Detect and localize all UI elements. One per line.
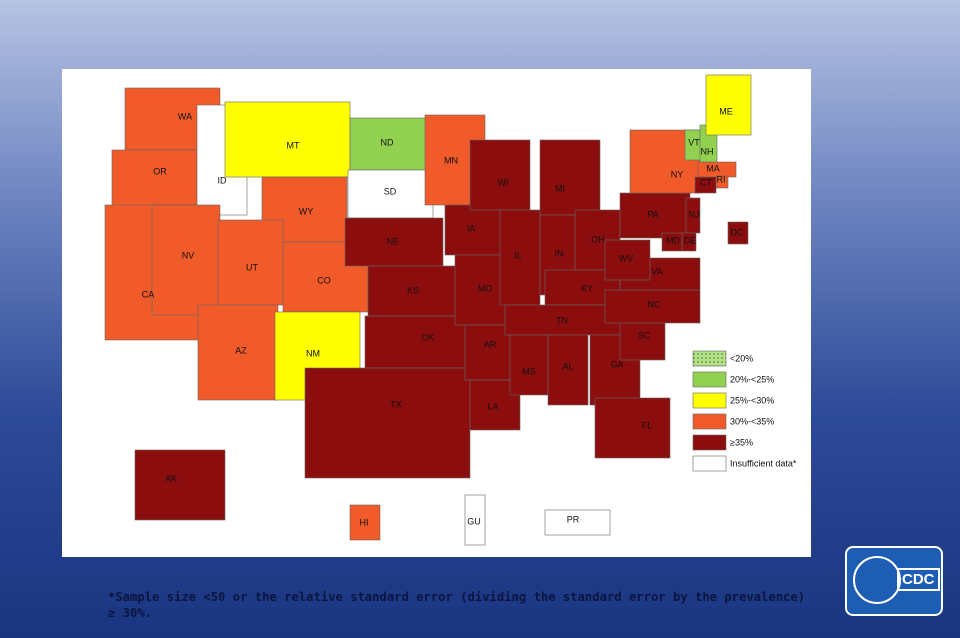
state-label: NJ [689, 209, 700, 219]
state-shape [464, 494, 486, 546]
state-label: OR [153, 166, 167, 176]
legend-label: ≥35% [730, 437, 753, 447]
state-label: CT [700, 177, 712, 187]
state-shape [544, 509, 611, 536]
legend-swatch [692, 434, 727, 451]
state-shape [444, 204, 506, 256]
state-label: KY [581, 283, 593, 293]
state-label: AK [165, 473, 177, 483]
legend-swatch [692, 371, 727, 388]
state-shape [661, 232, 683, 252]
state-label: NC [648, 299, 661, 309]
state-shape [217, 219, 284, 306]
state-label: NY [671, 169, 684, 179]
state-label: LA [487, 401, 498, 411]
state-label: AR [484, 339, 497, 349]
state-shape [469, 139, 531, 211]
state-label: ME [719, 106, 733, 116]
state-label: CO [317, 275, 331, 285]
state-label: FL [642, 420, 653, 430]
state-label: TN [556, 315, 568, 325]
state-label: UT [246, 262, 258, 272]
state-label: WA [178, 111, 192, 121]
state-shape [619, 321, 666, 361]
legend-label: 20%-<25% [730, 374, 774, 384]
state-shape [694, 176, 717, 194]
state-shape [604, 239, 651, 281]
state-label: WY [299, 206, 314, 216]
state-label: ND [381, 137, 394, 147]
state-shape [509, 334, 549, 396]
state-label: TX [390, 399, 402, 409]
state-label: WV [619, 253, 634, 263]
state-label: IL [514, 250, 522, 260]
state-label: DC [731, 227, 744, 237]
state-shape [604, 289, 701, 324]
state-shape [594, 397, 671, 459]
state-label: VT [688, 137, 700, 147]
legend-swatch [692, 413, 727, 430]
state-label: WI [498, 177, 509, 187]
state-shape [111, 149, 198, 211]
state-label: KS [407, 285, 419, 295]
state-label: MO [478, 283, 493, 293]
state-shape [344, 217, 444, 267]
state-shape [151, 204, 221, 316]
state-label: IN [555, 248, 564, 258]
state-label: MN [444, 155, 458, 165]
state-shape [589, 334, 641, 406]
state-label: GA [610, 359, 623, 369]
state-label: MS [522, 366, 536, 376]
state-label: MT [287, 140, 300, 150]
state-label: VA [651, 266, 662, 276]
state-label: AL [562, 361, 573, 371]
state-label: OK [421, 332, 434, 342]
state-label: MD [666, 235, 680, 245]
state-label: NM [306, 348, 320, 358]
state-shape [619, 192, 691, 239]
state-label: ID [218, 175, 228, 185]
state-label: SC [638, 330, 651, 340]
state-label: PR [567, 514, 580, 524]
state-label: DE [684, 235, 697, 245]
footnote: *Sample size <50 or the relative standar… [108, 590, 806, 620]
legend-swatch [692, 392, 727, 409]
legend-label: Insufficient data* [730, 458, 797, 468]
state-shape [304, 367, 471, 479]
state-label: AZ [235, 345, 247, 355]
state-label: OH [591, 234, 605, 244]
state-shape [134, 449, 226, 521]
state-label: RI [717, 174, 726, 184]
state-shape [347, 169, 434, 219]
legend-label: 25%-<30% [730, 395, 774, 405]
state-label: MI [555, 183, 565, 193]
state-shape [705, 74, 752, 136]
legend-label: <20% [730, 353, 753, 363]
state-label: CA [142, 289, 155, 299]
state-shape [727, 221, 749, 245]
state-shape [197, 304, 279, 401]
state-label: PA [647, 209, 658, 219]
state-label: NH [701, 146, 714, 156]
state-shape [499, 209, 541, 306]
legend-swatch [692, 350, 727, 367]
state-label: GU [467, 516, 481, 526]
logo-text: CDC [897, 568, 940, 591]
legend-label: 30%-<35% [730, 416, 774, 426]
state-shape [539, 139, 601, 216]
state-label: SD [384, 186, 397, 196]
state-label: NE [387, 236, 400, 246]
state-label: IA [467, 223, 476, 233]
hhs-seal [853, 556, 901, 604]
state-label: MA [706, 163, 720, 173]
state-shape [367, 265, 461, 317]
cdc-logo[interactable]: CDC [845, 546, 943, 616]
state-label: HI [360, 517, 369, 527]
legend-swatch [692, 455, 727, 472]
state-shape [547, 334, 589, 406]
state-label: NV [182, 250, 195, 260]
state-shape [349, 504, 381, 541]
